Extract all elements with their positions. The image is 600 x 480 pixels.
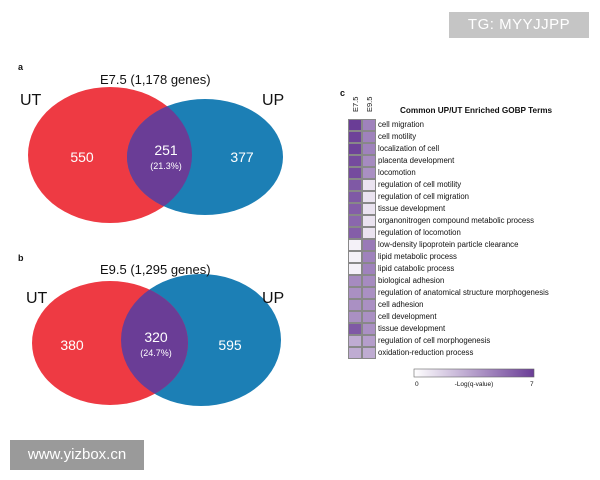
panel-a-right-label: UP — [262, 92, 285, 109]
heatmap-term-label: localization of cell — [378, 144, 440, 153]
heatmap-term-label: biological adhesion — [378, 276, 445, 285]
heatmap-col-e75: E7.5 — [351, 96, 360, 112]
heatmap-term-label: regulation of cell migration — [378, 192, 470, 201]
venn-b-overlap-pct: (24.7%) — [140, 348, 172, 358]
heatmap-cell — [362, 299, 376, 311]
heatmap-cell — [362, 263, 376, 275]
heatmap-cell — [348, 287, 362, 299]
panel-b-left-label: UT — [26, 290, 48, 307]
venn-a-overlap-pct: (21.3%) — [150, 161, 182, 171]
panel-b-right-label: UP — [262, 290, 285, 307]
venn-b-left-count: 380 — [60, 337, 84, 353]
heatmap-cell — [348, 215, 362, 227]
heatmap-title: Common UP/UT Enriched GOBP Terms — [400, 106, 553, 115]
heatmap-cell — [348, 191, 362, 203]
legend-label: -Log(q-value) — [455, 381, 494, 388]
panel-a-left-label: UT — [20, 92, 42, 109]
heatmap-term-label: cell development — [378, 312, 437, 321]
heatmap-cell — [362, 227, 376, 239]
heatmap-cell — [362, 347, 376, 359]
heatmap-cell — [362, 323, 376, 335]
heatmap-cell — [348, 155, 362, 167]
venn-a-overlap — [127, 99, 192, 215]
panel-b-title: E9.5 (1,295 genes) — [100, 262, 211, 277]
heatmap-term-label: regulation of cell motility — [378, 180, 462, 189]
heatmap-term-label: cell migration — [378, 120, 424, 129]
heatmap-term-label: tissue development — [378, 324, 446, 333]
heatmap-cell — [362, 251, 376, 263]
heatmap-cell — [348, 167, 362, 179]
watermark-bottom: www.yizbox.cn — [10, 440, 144, 470]
heatmap-cell — [362, 167, 376, 179]
watermark-top: TG: MYYJJPP — [449, 12, 589, 38]
heatmap-cell — [348, 335, 362, 347]
heatmap-cell — [348, 311, 362, 323]
heatmap-term-label: placenta development — [378, 156, 455, 165]
panel-a-letter: a — [18, 62, 24, 72]
heatmap-term-label: lipid catabolic process — [378, 264, 455, 273]
heatmap-cell — [348, 143, 362, 155]
heatmap-col-e95: E9.5 — [365, 96, 374, 112]
heatmap-cell — [348, 203, 362, 215]
heatmap-cell — [362, 287, 376, 299]
heatmap-cell — [362, 275, 376, 287]
heatmap-cell — [348, 323, 362, 335]
heatmap-term-label: regulation of cell morphogenesis — [378, 336, 491, 345]
heatmap-cell — [362, 311, 376, 323]
heatmap-term-label: cell adhesion — [378, 300, 424, 309]
heatmap-cell — [348, 227, 362, 239]
panel-b-letter: b — [18, 253, 24, 263]
heatmap-term-label: regulation of anatomical structure morph… — [378, 288, 549, 297]
heatmap-term-label: low-density lipoprotein particle clearan… — [378, 240, 519, 249]
venn-b-overlap-count: 320 — [144, 329, 168, 345]
venn-b-overlap — [121, 281, 188, 405]
heatmap-cell — [348, 131, 362, 143]
heatmap-cell — [362, 179, 376, 191]
heatmap-term-label: cell motility — [378, 132, 417, 141]
heatmap-cell — [348, 263, 362, 275]
heatmap-cell — [348, 119, 362, 131]
panel-a-title: E7.5 (1,178 genes) — [100, 72, 211, 87]
venn-a-left-count: 550 — [70, 149, 94, 165]
heatmap-cell — [348, 251, 362, 263]
legend-gradient — [413, 368, 535, 378]
heatmap-term-label: regulation of locomotion — [378, 228, 461, 237]
heatmap-cell — [362, 215, 376, 227]
heatmap-cell — [348, 239, 362, 251]
heatmap-cell — [348, 347, 362, 359]
heatmap-legend: 0 -Log(q-value) 7 — [413, 368, 535, 388]
heatmap-cell — [362, 143, 376, 155]
heatmap-term-label: locomotion — [378, 168, 416, 177]
panel-c-letter: c — [340, 88, 346, 98]
heatmap-cell — [362, 335, 376, 347]
heatmap-term-label: organonitrogen compound metabolic proces… — [378, 216, 535, 225]
heatmap-term-label: oxidation-reduction process — [378, 348, 474, 357]
heatmap-term-label: tissue development — [378, 204, 446, 213]
heatmap-cell — [348, 299, 362, 311]
venn-b-right-count: 595 — [218, 337, 242, 353]
venn-a-right-count: 377 — [230, 149, 254, 165]
legend-max: 7 — [530, 381, 534, 388]
heatmap-cell — [362, 239, 376, 251]
legend-min: 0 — [415, 381, 419, 388]
heatmap-cell — [362, 119, 376, 131]
heatmap-cell — [348, 275, 362, 287]
venn-a-overlap-count: 251 — [154, 142, 178, 158]
heatmap-cell — [362, 155, 376, 167]
heatmap-cell — [362, 131, 376, 143]
heatmap-term-label: lipid metabolic process — [378, 252, 457, 261]
heatmap-cell — [348, 179, 362, 191]
heatmap-cell — [362, 203, 376, 215]
heatmap-cell — [362, 191, 376, 203]
